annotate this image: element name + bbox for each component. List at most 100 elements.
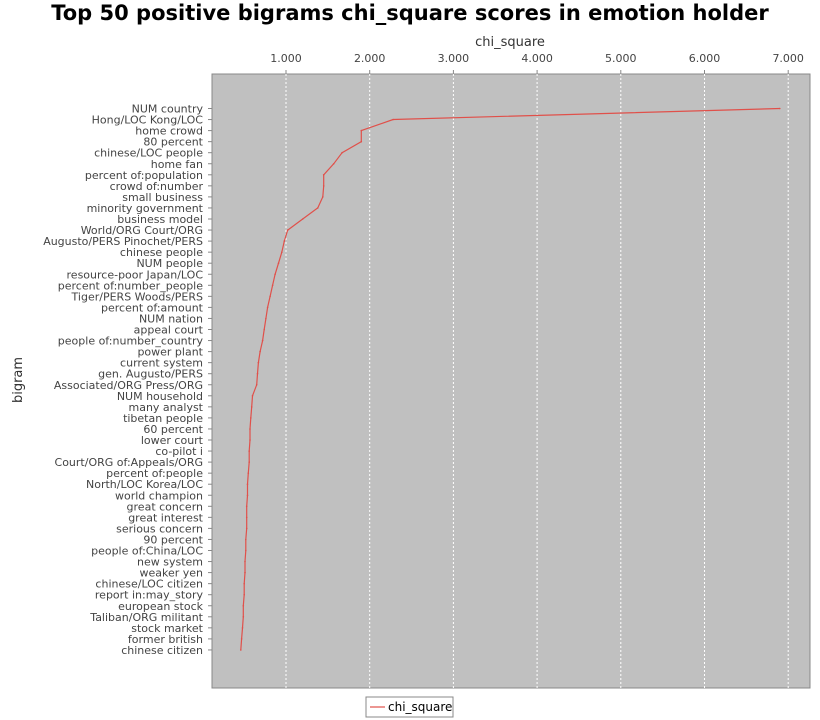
data-point (779, 107, 781, 110)
y-tick-label: Court/ORG of:Appeals/ORG (55, 456, 203, 469)
y-tick-label: new system (137, 556, 203, 569)
y-tick-label: Associated/ORG Press/ORG (54, 379, 203, 392)
data-point (249, 439, 251, 441)
chart-title: Top 50 positive bigrams chi_square score… (51, 1, 769, 25)
data-point (248, 450, 250, 452)
data-point (266, 306, 269, 309)
data-point (265, 317, 267, 320)
y-tick-label: 60 percent (143, 423, 203, 436)
data-point (269, 295, 271, 298)
y-tick-label: gen. Augusto/PERS (98, 368, 203, 381)
data-point (286, 229, 289, 231)
data-point (256, 372, 259, 375)
data-point (250, 417, 252, 419)
x-tick-label: 5.000 (605, 52, 637, 65)
legend-label: chi_square (388, 700, 452, 714)
y-tick-label: chinese people (120, 246, 203, 259)
y-tick-label: stock market (131, 622, 203, 635)
data-point (322, 174, 325, 176)
legend-box (365, 696, 454, 718)
y-tick-label: many analyst (129, 401, 204, 414)
data-point (277, 262, 280, 265)
y-tick-label: percent of:amount (101, 301, 204, 314)
x-tick-label: 3.000 (438, 52, 470, 65)
y-tick-label: former british (128, 633, 203, 646)
data-point (341, 151, 343, 154)
data-point (251, 395, 254, 397)
data-point (245, 505, 248, 508)
legend: chi_square (365, 696, 454, 718)
data-point (322, 185, 325, 187)
data-point (240, 649, 242, 651)
y-tick-label: Augusto/PERS Pinochet/PERS (43, 235, 203, 248)
y-tick-label: people of:China/LOC (91, 545, 203, 558)
y-tick-label: resource-poor Japan/LOC (67, 268, 204, 281)
y-tick-label: NUM nation (139, 312, 203, 325)
x-axis-title: chi_square (475, 35, 545, 50)
y-tick-label: chinese citizen (121, 644, 203, 657)
y-tick-label: tibetan people (123, 412, 203, 425)
y-tick-label: crowd of:number (110, 180, 204, 193)
data-point (243, 593, 245, 596)
y-tick-label: lower court (141, 434, 204, 447)
series-chi-square (240, 107, 781, 651)
y-tick-label: report in:may_story (95, 589, 204, 602)
data-point (263, 328, 266, 331)
data-point (249, 428, 251, 430)
y-tick-label: World/ORG Court/ORG (81, 224, 203, 237)
data-point (332, 163, 335, 165)
data-point (245, 549, 247, 552)
data-point (245, 516, 248, 519)
y-tick-label: serious concern (116, 522, 203, 535)
data-point (271, 284, 274, 287)
y-axis-title: bigram (11, 357, 26, 403)
y-tick-label: business model (117, 213, 203, 226)
data-point (248, 461, 250, 463)
plot-area (211, 73, 811, 689)
y-tick-label: home crowd (135, 125, 203, 138)
x-tick-label: 4.000 (521, 52, 553, 65)
y-tick-label: NUM country (132, 103, 204, 116)
y-tick-label: weaker yen (139, 567, 203, 580)
y-tick-label: people of:number_country (58, 335, 204, 348)
data-point (250, 406, 253, 408)
y-tick-label: NUM household (117, 390, 203, 403)
data-point (245, 538, 247, 541)
y-tick-label: percent of:population (85, 169, 203, 182)
data-point (301, 218, 304, 220)
data-point (244, 560, 246, 563)
y-tick-label: percent of:number_people (58, 279, 203, 292)
y-tick-label: power plant (137, 346, 203, 359)
data-point (246, 494, 249, 497)
y-tick-label: appeal court (134, 324, 204, 337)
data-point (261, 339, 264, 342)
y-tick-label: Tiger/PERS Woods/PERS (71, 290, 203, 303)
y-tick-label: european stock (118, 600, 204, 613)
data-point (244, 571, 246, 574)
y-tick-label: co-pilot i (155, 445, 203, 458)
series-line-chi-square (240, 107, 780, 651)
y-tick-label: current system (120, 357, 203, 370)
data-point (392, 118, 394, 121)
y-tick-label: NUM people (136, 257, 203, 270)
x-tick-label: 2.000 (354, 52, 386, 65)
data-point (247, 472, 250, 475)
y-tick-label: chinese/LOC people (94, 147, 203, 160)
data-point (281, 251, 283, 253)
y-tick-label: Taliban/ORG militant (89, 611, 203, 624)
y-tick-label: percent of:people (106, 467, 203, 480)
data-point (259, 350, 261, 353)
data-point (322, 196, 324, 198)
data-point (243, 582, 245, 585)
x-tick-label: 7.000 (772, 52, 804, 65)
data-point (257, 361, 260, 364)
y-tick-label: world champion (115, 489, 203, 502)
data-point (283, 240, 286, 242)
y-tick-label: North/LOC Korea/LOC (86, 478, 203, 491)
data-point (360, 140, 363, 143)
data-point (242, 616, 245, 618)
y-tick-label: 90 percent (143, 533, 203, 546)
y-tick-label: small business (122, 191, 203, 204)
